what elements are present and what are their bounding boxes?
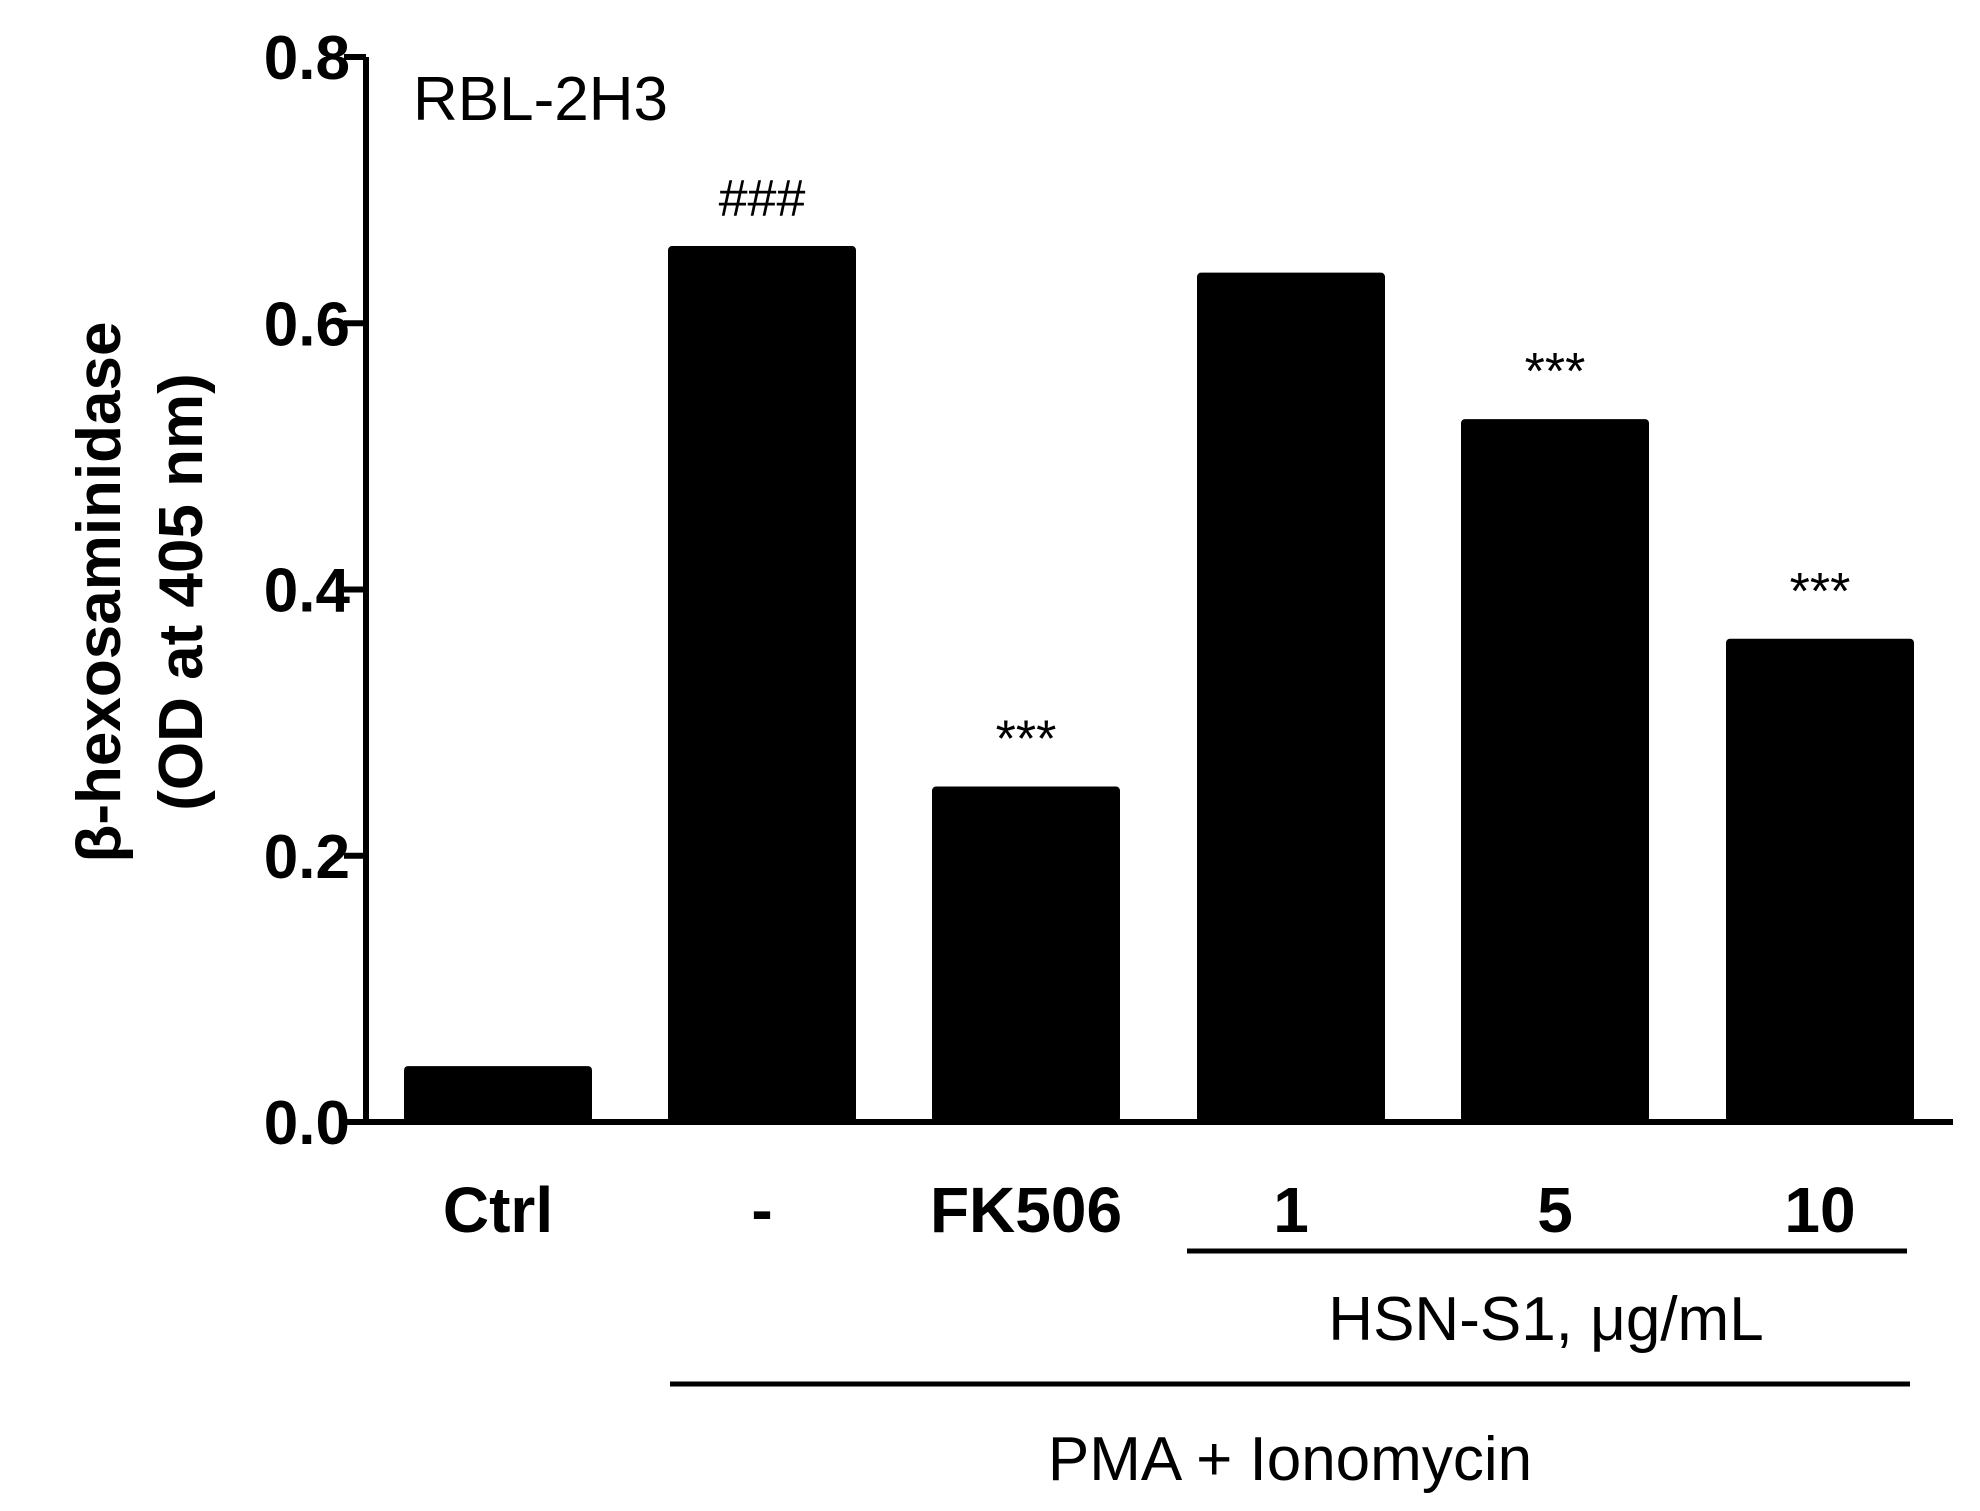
significance-marker: *** [1790, 563, 1851, 621]
y-tick-label: 0.0 [264, 1089, 350, 1158]
y-tick-label: 0.8 [264, 24, 350, 93]
bar [1726, 638, 1914, 1122]
y-tick-label: 0.6 [264, 290, 350, 359]
significance-marker: *** [996, 711, 1057, 769]
annotations-group: ### *** *** *** [719, 170, 1851, 768]
axes [363, 57, 1953, 1125]
category-label: 5 [1537, 1174, 1573, 1246]
significance-marker: ### [719, 170, 806, 228]
y-ticks-group: 0.0 0.2 0.4 0.6 0.8 [264, 24, 366, 1158]
y-axis-label-line1: β-hexosaminidase [65, 322, 134, 863]
hsn-group-label: HSN-S1, μg/mL [1328, 1285, 1763, 1354]
chart-title: RBL-2H3 [413, 65, 668, 134]
bar [1197, 272, 1385, 1123]
significance-marker: *** [1525, 343, 1586, 401]
category-label: FK506 [930, 1174, 1122, 1246]
bar [668, 246, 856, 1123]
bar [932, 786, 1120, 1122]
category-label: 1 [1273, 1174, 1309, 1246]
y-tick-label: 0.4 [264, 557, 351, 626]
bar [1461, 419, 1649, 1123]
y-tick-label: 0.2 [264, 823, 350, 892]
bar [404, 1066, 592, 1122]
category-label: 10 [1784, 1174, 1855, 1246]
bars-group [404, 246, 1914, 1123]
y-axis-label-line2: (OD at 405 nm) [147, 373, 216, 811]
pma-group-label: PMA + Ionomycin [1048, 1425, 1532, 1494]
category-labels-group: Ctrl - FK506 1 5 10 [443, 1174, 1856, 1246]
category-label: Ctrl [443, 1174, 553, 1246]
category-label: - [751, 1174, 772, 1246]
